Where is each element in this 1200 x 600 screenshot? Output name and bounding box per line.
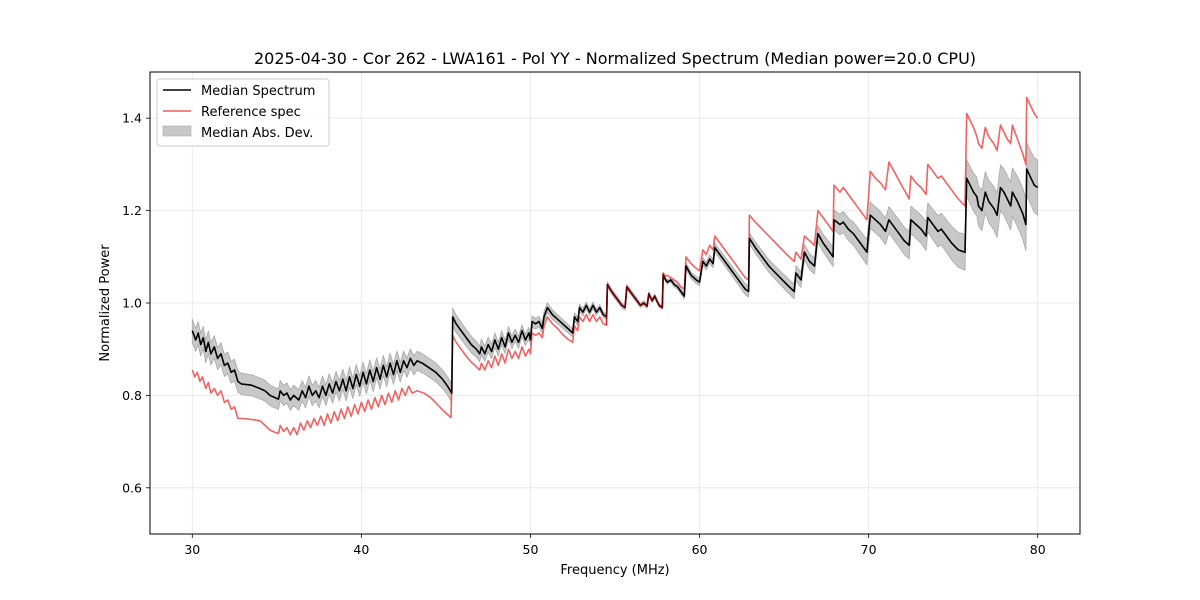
plot-area [149,71,1081,535]
legend-reference-label: Reference spec [201,105,301,120]
x-tick-label: 80 [1030,542,1046,557]
x-tick-label: 60 [692,542,708,557]
legend-frame [156,78,330,147]
legend: Median Spectrum Reference spec Median Ab… [156,78,330,147]
median-spectrum-line [191,168,1039,401]
x-tick-label: 30 [184,542,200,557]
y-tick-label: 1.4 [122,111,142,126]
y-tick-label: 0.8 [122,388,142,403]
series-layer [191,96,1039,436]
mad-band [191,142,1039,411]
x-axis-label: Frequency (MHz) [560,563,669,578]
reference-spec-overlap [605,272,664,326]
legend-mad-swatch [162,125,192,137]
x-axis: 30 40 50 60 70 80 [184,534,1046,557]
x-tick-label: 50 [523,542,539,557]
y-axis-label: Normalized Power [98,244,113,362]
y-tick-label: 1.2 [122,203,142,218]
x-tick-label: 70 [861,542,877,557]
reference-spec-line [191,96,1039,436]
y-axis: 0.6 0.8 1.0 1.2 1.4 [122,111,150,495]
y-tick-label: 1.0 [122,296,142,311]
mad-band-layer [191,142,1039,411]
y-tick-label: 0.6 [122,480,142,495]
legend-median-label: Median Spectrum [201,84,315,99]
chart-title: 2025-04-30 - Cor 262 - LWA161 - Pol YY -… [254,49,976,68]
legend-mad-label: Median Abs. Dev. [201,126,313,141]
x-tick-label: 40 [353,542,369,557]
